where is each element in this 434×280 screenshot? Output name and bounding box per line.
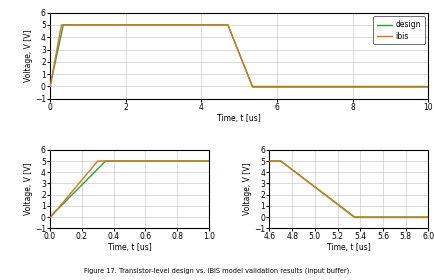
Line: design: design — [0, 161, 434, 217]
design — [278, 159, 283, 163]
X-axis label: Time, t [us]: Time, t [us] — [107, 243, 151, 253]
ibis — [278, 159, 283, 163]
Text: Figure 17. Transistor-level design vs. IBIS model validation results (input buff: Figure 17. Transistor-level design vs. I… — [84, 268, 350, 274]
design — [47, 85, 53, 88]
ibis — [47, 215, 53, 219]
ibis — [47, 85, 53, 88]
design — [249, 85, 254, 88]
ibis — [425, 85, 430, 89]
Y-axis label: Voltage, V [V]: Voltage, V [V] — [23, 163, 33, 215]
design — [47, 215, 53, 219]
ibis — [249, 85, 254, 89]
design — [47, 215, 53, 219]
ibis — [47, 85, 53, 88]
Legend: design, ibis: design, ibis — [372, 17, 424, 44]
Line: ibis: ibis — [50, 25, 427, 87]
design — [351, 215, 356, 219]
Line: ibis: ibis — [0, 161, 434, 218]
ibis — [95, 159, 100, 163]
Line: design: design — [50, 25, 427, 87]
X-axis label: Time, t [us]: Time, t [us] — [217, 114, 260, 123]
design — [47, 85, 53, 88]
Y-axis label: Voltage, V [V]: Voltage, V [V] — [23, 29, 33, 82]
ibis — [59, 23, 64, 27]
design — [225, 23, 230, 27]
Line: design: design — [50, 161, 434, 217]
ibis — [48, 215, 53, 219]
Line: ibis: ibis — [50, 161, 434, 218]
X-axis label: Time, t [us]: Time, t [us] — [326, 243, 370, 253]
ibis — [225, 23, 230, 27]
ibis — [351, 216, 356, 219]
design — [103, 159, 108, 163]
Y-axis label: Voltage, V [V]: Voltage, V [V] — [243, 163, 252, 215]
design — [425, 85, 430, 88]
design — [60, 23, 66, 27]
